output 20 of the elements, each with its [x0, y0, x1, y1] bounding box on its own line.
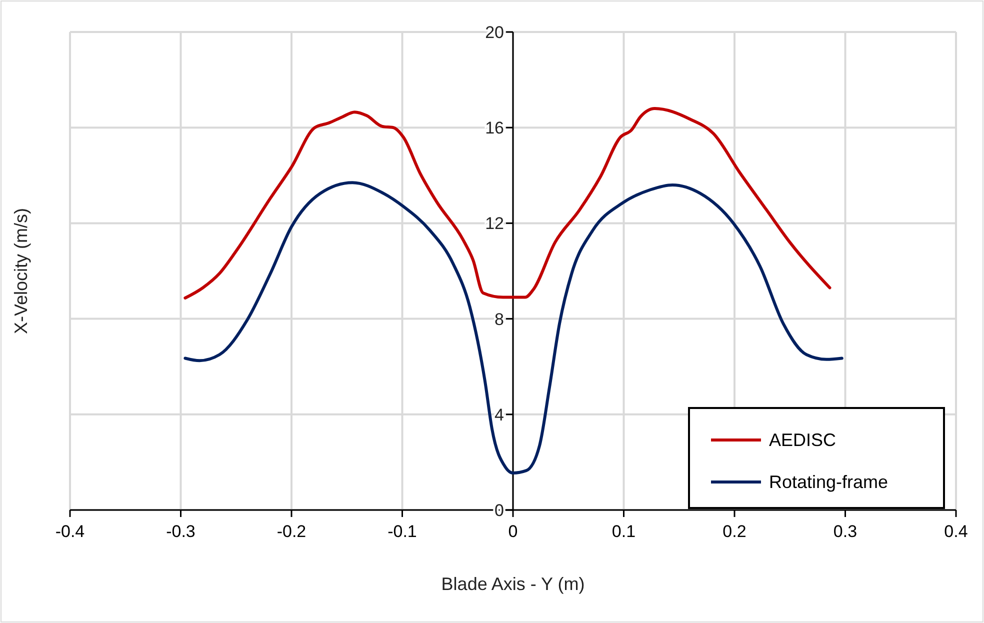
x-tick-label: 0: [508, 522, 518, 541]
x-tick-label: 0.3: [833, 522, 858, 541]
legend-label: Rotating-frame: [769, 472, 888, 492]
legend-label: AEDISC: [769, 430, 836, 450]
x-tick-label: -0.4: [55, 522, 85, 541]
x-tick-label: 0.4: [944, 522, 968, 541]
y-tick-label: 12: [485, 214, 504, 234]
x-tick-label: 0.2: [722, 522, 746, 541]
x-tick-label: 0.1: [612, 522, 636, 541]
y-tick-label: 20: [485, 23, 504, 42]
y-tick-label: 8: [494, 310, 504, 329]
x-axis-title: Blade Axis - Y (m): [441, 574, 585, 594]
x-tick-label: -0.1: [388, 522, 417, 541]
y-tick-label: 4: [494, 405, 504, 424]
line-series: [184, 181, 844, 474]
x-tick-label: -0.3: [166, 522, 196, 541]
line-series: [184, 106, 832, 300]
y-axis-title: X-Velocity (m/s): [11, 208, 31, 334]
x-tick-label: -0.2: [276, 522, 306, 541]
y-tick-label: 16: [485, 118, 504, 138]
